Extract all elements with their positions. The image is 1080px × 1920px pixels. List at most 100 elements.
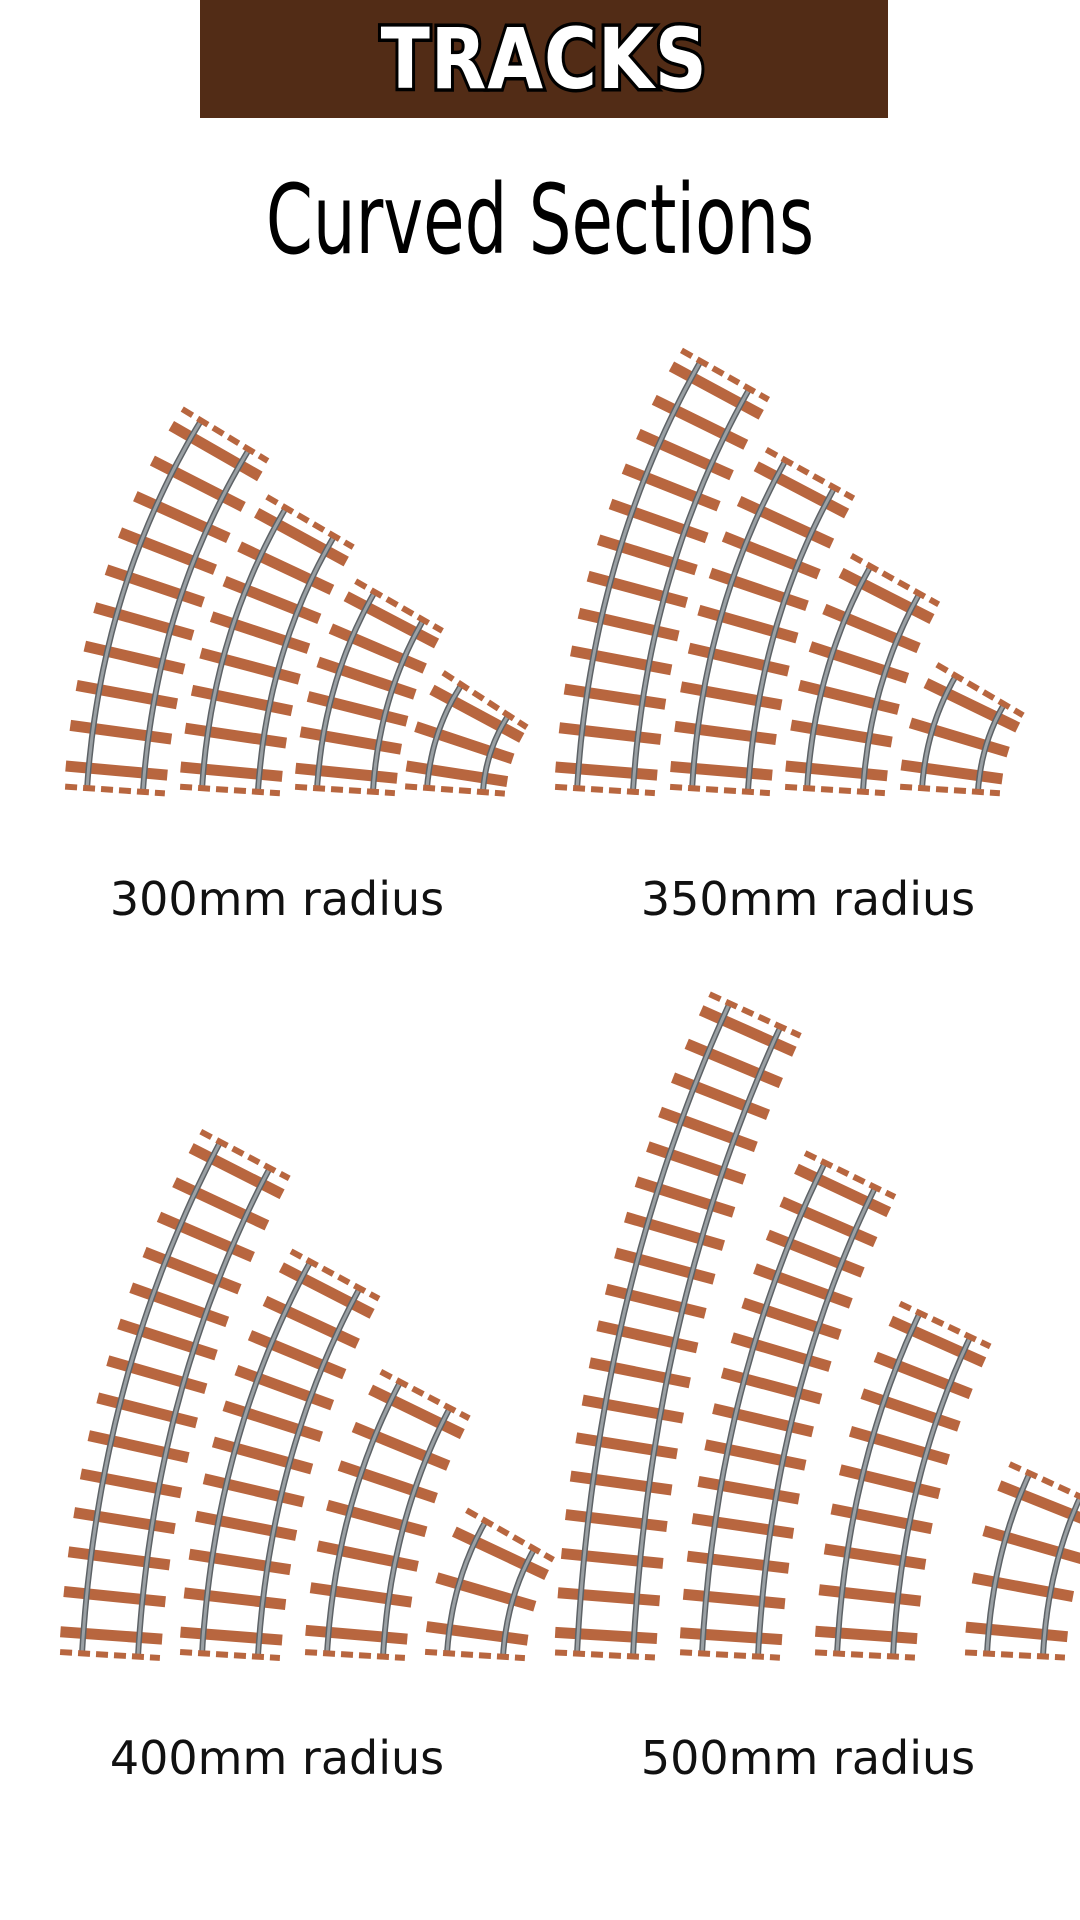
track-sleeper	[577, 607, 680, 642]
track-rail-highlight	[631, 1026, 782, 1657]
track-sleeper	[557, 1587, 661, 1607]
track-piece	[554, 347, 770, 797]
track-end-connector	[764, 447, 856, 501]
track-rail-highlight	[631, 388, 751, 792]
track-end-connector	[294, 783, 396, 797]
radius-label-300: 300mm radius	[109, 872, 445, 926]
track-end-connector	[64, 783, 166, 797]
track-rail-highlight	[381, 1407, 452, 1657]
track-rail-highlight	[690, 459, 787, 789]
track-end-connector	[379, 1369, 471, 1421]
track-end-connector	[180, 406, 270, 464]
track-end-connector	[441, 670, 529, 730]
track-rail-highlight	[371, 619, 425, 792]
track-sleeper	[814, 1625, 918, 1645]
track-sleeper	[60, 1626, 163, 1645]
track-piece	[179, 494, 355, 797]
track-rail-highlight	[861, 592, 921, 792]
track-sleeper	[188, 1548, 292, 1576]
track-rail	[804, 564, 874, 789]
track-piece	[304, 1369, 471, 1661]
track-rail-highlight	[575, 1002, 731, 1654]
track-sleeper	[73, 1507, 176, 1535]
track-rail-highlight	[501, 1548, 536, 1657]
track-rail-highlight	[315, 591, 377, 789]
track-end-connector	[304, 1649, 406, 1661]
track-sleeper	[818, 1584, 922, 1607]
track-rail-highlight	[835, 1312, 922, 1654]
track-end-connector	[814, 1649, 916, 1661]
track-rail-highlight	[481, 714, 510, 793]
track-sleeper	[596, 1320, 699, 1354]
track-sleeper	[575, 1432, 678, 1460]
track-sleeper	[558, 722, 662, 745]
track-sleeper	[581, 1394, 685, 1424]
track-sleeper	[156, 1211, 255, 1263]
track-rail-highlight	[445, 1520, 488, 1654]
track-rail-highlight	[80, 1141, 222, 1654]
track-sleeper	[194, 1510, 298, 1541]
track-end-connector	[964, 1649, 1066, 1661]
track-end-connector	[898, 1300, 992, 1350]
track-sleeper	[79, 1468, 183, 1499]
track-end-connector	[465, 1507, 555, 1563]
track-sleeper	[87, 1430, 190, 1464]
track-sleeper	[565, 1509, 668, 1532]
track-sleeper	[295, 762, 398, 784]
track-sleeper	[691, 1513, 795, 1539]
track-end-connector	[803, 1150, 897, 1200]
track-sleeper	[790, 719, 893, 748]
track-sleeper	[674, 720, 777, 746]
track-sleeper	[712, 1403, 814, 1438]
track-sleeper	[309, 1582, 413, 1608]
track-sleeper	[563, 683, 667, 710]
track-sleeper	[838, 1464, 941, 1500]
track-sleeper	[686, 1550, 790, 1574]
track-sleeper	[180, 1626, 283, 1646]
track-sleeper	[682, 1588, 786, 1610]
track-sleeper	[190, 684, 294, 717]
track-piece	[59, 1129, 291, 1661]
track-sleeper	[604, 1283, 707, 1319]
track-rail-highlight	[85, 419, 203, 789]
track-rail-highlight	[976, 703, 1006, 792]
track-piece	[679, 1150, 897, 1661]
track-rail-highlight	[200, 507, 288, 789]
track-end-connector	[354, 578, 444, 634]
track-rail-highlight	[141, 448, 251, 793]
track-piece	[964, 1461, 1080, 1661]
track-sleeper	[183, 1587, 287, 1611]
track-end-connector	[199, 1129, 291, 1181]
track-sleeper	[554, 1626, 658, 1645]
track-end-connector	[708, 991, 802, 1039]
track-sleeper	[184, 722, 287, 749]
track-piece	[179, 1248, 381, 1662]
track-piece	[899, 662, 1025, 797]
track-end-connector	[554, 1649, 656, 1661]
track-end-connector	[179, 783, 281, 797]
track-rail-highlight	[256, 1287, 361, 1657]
track-piece	[554, 991, 802, 1661]
track-sleeper	[316, 1540, 419, 1572]
track-piece	[404, 670, 529, 797]
track-sleeper	[670, 760, 773, 781]
track-rail-highlight	[756, 1186, 877, 1657]
track-sleeper	[900, 759, 1004, 785]
track-sleeper	[679, 1627, 783, 1646]
track-end-connector	[899, 783, 1001, 797]
track-rail-highlight	[700, 1162, 827, 1654]
track-end-connector	[554, 783, 656, 797]
track-rail-highlight	[256, 535, 336, 792]
track-end-connector	[680, 347, 770, 403]
track-end-connector	[424, 1648, 526, 1662]
track-rail-highlight	[891, 1336, 972, 1657]
track-sleeper	[202, 1473, 305, 1508]
track-sleeper	[299, 726, 402, 755]
track-end-connector	[679, 1649, 781, 1661]
section-subtitle: Curved Sections	[265, 164, 815, 276]
track-rail-highlight	[425, 683, 463, 789]
track-sleeper	[704, 1439, 807, 1471]
track-rail-highlight	[985, 1472, 1031, 1654]
track-sleeper	[405, 760, 509, 787]
